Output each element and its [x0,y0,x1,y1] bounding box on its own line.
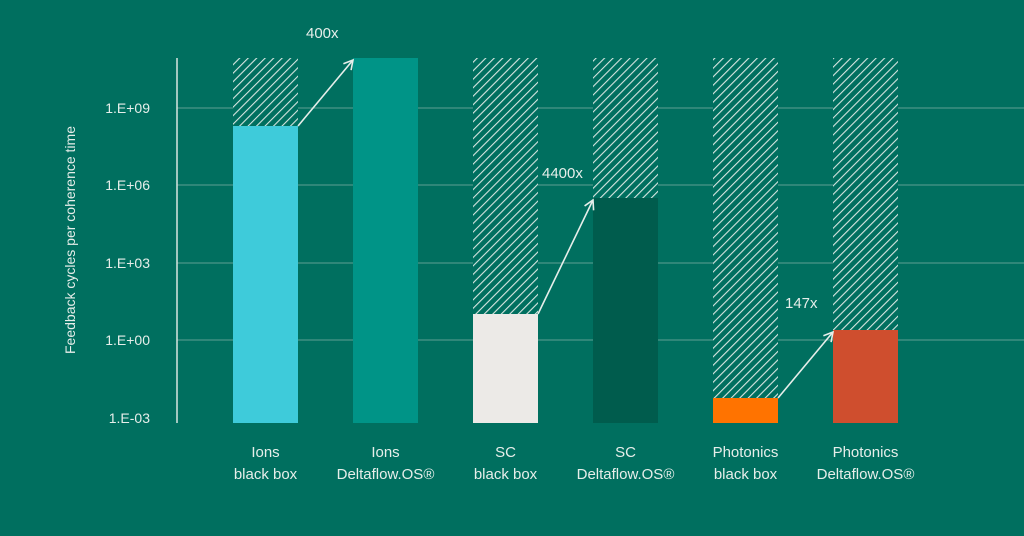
x-tick-label-line1: Ions [251,444,280,461]
arrow-icon [537,198,595,315]
x-tick-label: Ions Deltaflow.OS® [316,442,456,486]
x-tick-label: Photonics black box [676,442,816,486]
x-tick-label: Photonics Deltaflow.OS® [796,442,936,486]
y-tick-label: 1.E+06 [105,177,150,193]
y-tick-label: 1.E-03 [109,410,150,426]
bar [593,198,658,423]
x-tick-label-line1: SC [615,444,636,461]
bar [713,398,778,423]
bar [233,126,298,423]
x-tick-label-line2: Deltaflow.OS® [576,466,675,483]
y-tick-label: 1.E+09 [105,100,150,116]
x-tick-label: Ions black box [196,442,336,486]
arrow-icon [777,330,835,399]
y-tick-labels: 1.E+09 1.E+06 1.E+03 1.E+00 1.E-03 [105,100,150,426]
x-tick-label-line1: SC [495,444,516,461]
annotations: 400x 4400x 147x [297,25,835,399]
headroom-hatch [233,58,298,126]
x-tick-label-line2: Deltaflow.OS® [336,466,435,483]
x-tick-label-line1: Ions [371,444,400,461]
y-tick-label: 1.E+03 [105,255,150,271]
y-axis-label: Feedback cycles per coherence time [62,126,78,354]
x-tick-label-line1: Photonics [832,444,899,461]
x-tick-label: SC Deltaflow.OS® [556,442,696,486]
y-tick-label: 1.E+00 [105,332,150,348]
multiplier-label: 4400x [542,165,583,182]
multiplier-label: 147x [785,295,818,312]
x-tick-label-line2: black box [713,466,778,483]
bars [233,58,898,423]
bar [833,330,898,423]
x-tick-label: SC black box [436,442,576,486]
arrow-icon [297,58,355,127]
x-tick-label-line2: black box [473,466,538,483]
x-tick-label-line2: Deltaflow.OS® [816,466,915,483]
bar [473,314,538,423]
headroom-hatch [593,58,658,198]
headroom-hatch [713,58,778,398]
headroom-hatch [833,58,898,330]
x-tick-label-line2: black box [233,466,298,483]
x-tick-label-line1: Photonics [712,444,779,461]
bar [353,58,418,423]
multiplier-label: 400x [306,25,339,42]
headroom-hatch [473,58,538,314]
